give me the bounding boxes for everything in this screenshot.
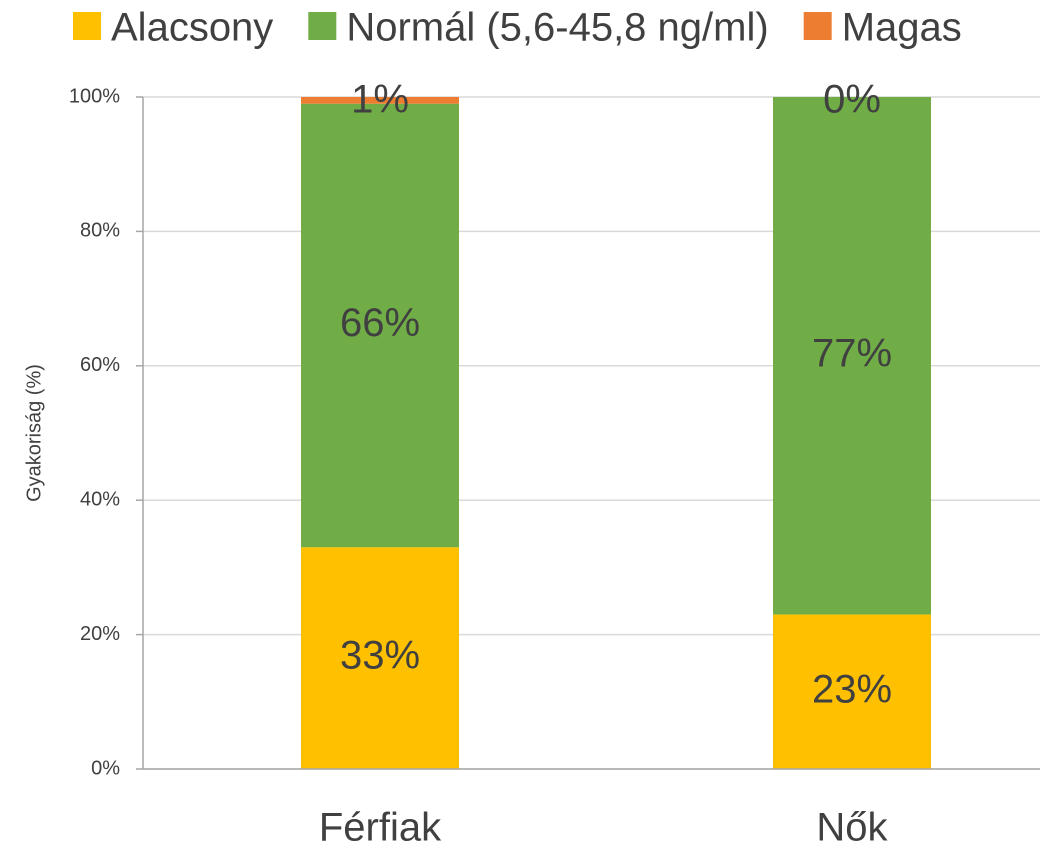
- bar-segment: [301, 547, 459, 769]
- legend-swatch: [308, 12, 337, 40]
- legend-swatch: [73, 12, 101, 40]
- y-tick-label: 0%: [91, 757, 120, 779]
- bar-segment: [301, 103, 459, 548]
- bar-segment: [773, 614, 931, 769]
- y-tick-label: 20%: [80, 623, 120, 645]
- x-tick-label: Nők: [816, 806, 888, 850]
- legend-label: Magas: [842, 6, 962, 50]
- data-label: 66%: [340, 301, 420, 345]
- legend-swatch: [803, 12, 832, 40]
- data-label: 77%: [812, 331, 892, 375]
- data-label: 1%: [351, 78, 409, 122]
- bar-segment: [301, 97, 459, 104]
- y-axis-title: Gyakoriság (%): [23, 364, 45, 502]
- x-tick-label: Férfiak: [319, 806, 442, 850]
- y-tick-label: 40%: [80, 488, 120, 510]
- data-label: 23%: [812, 667, 892, 711]
- y-tick-label: 60%: [80, 354, 120, 376]
- legend-label: Normál (5,6-45,8 ng/ml): [346, 6, 768, 50]
- y-tick-label: 100%: [69, 85, 120, 107]
- legend-label: Alacsony: [111, 6, 273, 50]
- y-tick-label: 80%: [80, 220, 120, 242]
- data-label: 33%: [340, 634, 420, 678]
- data-label: 0%: [823, 78, 881, 122]
- bar-segment: [773, 97, 931, 615]
